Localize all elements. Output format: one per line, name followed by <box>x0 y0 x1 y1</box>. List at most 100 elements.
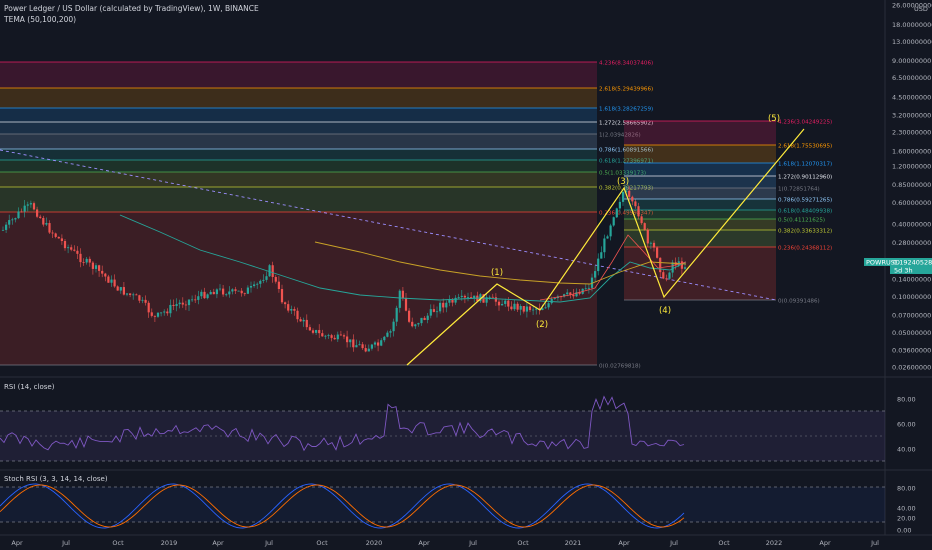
candle-body <box>116 286 119 291</box>
price-tick: 0.28000000 <box>892 239 931 247</box>
time-axis[interactable]: Apr Jul Oct 2019 Apr Jul Oct 2020 Apr Jul Oct 2021 A… <box>11 539 879 547</box>
candle-body <box>249 286 253 288</box>
price-tick: 0.05000000 <box>892 329 931 337</box>
candle-body <box>271 265 274 277</box>
candle-body <box>20 211 23 213</box>
currency-label[interactable]: USD <box>914 5 928 13</box>
candlestick-series <box>1 185 687 353</box>
candle-body <box>280 289 284 303</box>
fib-level-label: 2.618(5.29439966) <box>599 87 653 93</box>
fib-zone <box>624 145 776 163</box>
candle-body <box>339 334 342 336</box>
candle-body <box>550 298 553 304</box>
candle-body <box>516 303 519 310</box>
time-tick: Jul <box>870 539 879 547</box>
wave-path <box>406 128 805 366</box>
candle-body <box>451 300 454 303</box>
candle-body <box>454 297 457 303</box>
candle-body <box>169 304 172 314</box>
price-tick: 1.60000000 <box>892 148 931 156</box>
candle-body <box>209 291 212 295</box>
time-tick: Jul <box>669 539 678 547</box>
candle-body <box>178 302 181 305</box>
fib-zone <box>0 62 597 88</box>
candle-body <box>373 342 377 345</box>
fib-level-label: 0.5(1.03339173) <box>599 171 646 177</box>
candle-body <box>26 204 29 206</box>
stoch-tick: 80.00 <box>897 485 916 493</box>
time-tick: Oct <box>718 539 730 547</box>
candle-body <box>197 296 200 300</box>
candle-body <box>67 247 70 249</box>
candle-body <box>497 301 501 306</box>
candle-body <box>32 203 36 210</box>
candle-body <box>141 299 144 301</box>
candle-body <box>634 201 637 207</box>
candle-body <box>609 225 612 237</box>
candle-body <box>107 276 110 283</box>
fib-zone <box>0 88 597 108</box>
candle-body <box>153 315 156 317</box>
fib-zone <box>624 163 776 176</box>
candle-body <box>85 258 88 263</box>
time-tick: Apr <box>418 539 430 547</box>
price-tick: 0.40000000 <box>892 220 931 228</box>
indicator-title: TEMA (50,100,200) <box>3 15 76 24</box>
candle-body <box>144 299 147 303</box>
candle-body <box>361 344 364 349</box>
candle-body <box>637 206 640 217</box>
fib-level-label: 1.618(1.12070317) <box>778 162 832 168</box>
candle-body <box>463 295 466 298</box>
fib-level-label: 1.618(3.28267259) <box>599 107 653 113</box>
candle-body <box>417 323 420 325</box>
fib-zone <box>624 210 776 219</box>
fib-retracement-small[interactable]: 4.236(3.04249225) 2.618(1.75530695) 1.618(… <box>624 120 832 305</box>
candle-body <box>119 287 122 291</box>
candle-body <box>612 217 615 226</box>
time-tick: Oct <box>316 539 328 547</box>
candle-body <box>122 287 125 295</box>
candle-body <box>411 321 414 327</box>
tema-200-line <box>119 214 687 303</box>
candle-body <box>150 312 153 316</box>
candle-body <box>665 278 668 280</box>
candle-body <box>299 319 302 322</box>
fib-level-label: 0(0.02769818) <box>599 364 641 370</box>
candle-body <box>429 309 432 316</box>
elliott-wave-path[interactable]: (1) (2) (3) (4) (5) <box>406 114 805 366</box>
chart-title: Power Ledger / US Dollar (calculated by … <box>4 4 259 13</box>
wave-label: (4) <box>659 306 671 316</box>
candle-body <box>683 267 687 269</box>
candle-body <box>662 272 665 279</box>
candle-body <box>256 283 259 285</box>
candle-body <box>631 196 634 202</box>
fib-zone <box>624 199 776 210</box>
candle-body <box>336 334 339 340</box>
candle-body <box>448 300 451 303</box>
candle-body <box>522 305 525 312</box>
candle-body <box>321 333 324 337</box>
candle-body <box>17 211 20 219</box>
rsi-line <box>0 395 685 452</box>
fib-retracement-large[interactable]: 4.236(8.34037406) 2.618(5.29439966) 1.618(… <box>0 61 653 370</box>
candle-body <box>439 302 442 312</box>
candle-body <box>94 265 98 269</box>
candle-body <box>621 191 625 202</box>
fib-level-label: 0.618(1.27396971) <box>599 159 653 165</box>
fib-zone <box>0 134 597 149</box>
candle-body <box>404 298 408 311</box>
candle-body <box>566 292 569 295</box>
last-price-value: 0.19240528 <box>893 259 932 267</box>
candle-body <box>274 276 277 282</box>
wave-label: (5) <box>768 114 780 124</box>
candle-body <box>73 249 76 251</box>
candle-body <box>563 294 566 297</box>
candle-body <box>135 294 138 296</box>
ticker-label: POWRUSD <box>866 259 900 267</box>
candle-body <box>553 298 556 299</box>
fib-level-label: 0.618(0.48409938) <box>778 209 832 215</box>
candle-body <box>349 339 352 343</box>
candle-body <box>311 330 315 333</box>
time-tick: 2022 <box>766 539 783 547</box>
